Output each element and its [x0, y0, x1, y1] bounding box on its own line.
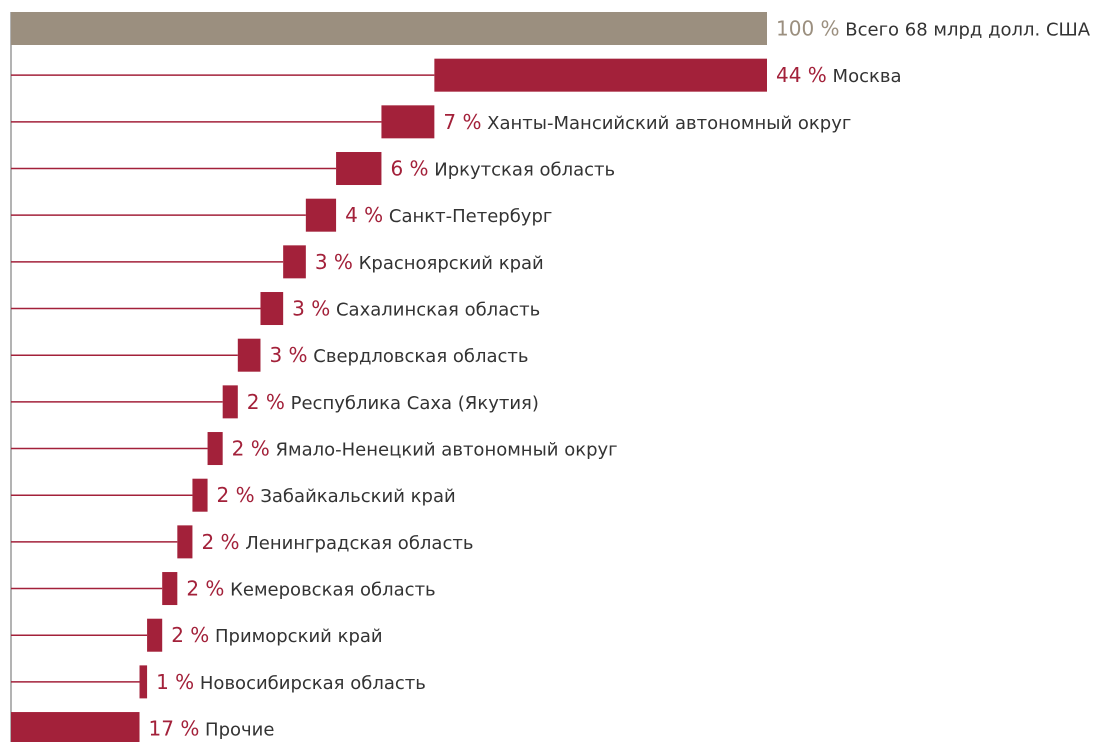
- bar: [381, 105, 435, 139]
- bar-label: 4 % Санкт-Петербург: [345, 203, 552, 227]
- bar: [11, 712, 140, 742]
- total-label: 100 % Всего 68 млрд долл. США: [776, 17, 1091, 41]
- bar-label: 2 % Забайкальский край: [217, 483, 456, 507]
- labels-layer: 100 % Всего 68 млрд долл. США 44 % Москва…: [149, 17, 1091, 741]
- bar-category-label: Сахалинская область: [330, 300, 540, 321]
- bar: [162, 572, 178, 606]
- bar: [336, 152, 382, 186]
- bar: [147, 618, 163, 652]
- bar: [237, 338, 261, 372]
- bar-category-label: Приморский край: [209, 626, 382, 647]
- total-value-label: 100 %: [776, 17, 840, 41]
- bar-category-label: Иркутская область: [429, 160, 616, 181]
- bar-label: 44 % Москва: [776, 63, 901, 87]
- bar: [139, 665, 148, 699]
- bar-category-label: Новосибирская область: [194, 673, 426, 694]
- bar-value-label: 2 %: [247, 390, 285, 414]
- bar-label: 2 % Ямало-Ненецкий автономный округ: [232, 437, 618, 461]
- bar-category-label: Санкт-Петербург: [383, 206, 552, 227]
- bar-value-label: 7 %: [443, 110, 481, 134]
- bar-label: 1 % Новосибирская область: [156, 670, 426, 694]
- bar: [177, 525, 193, 559]
- bar-label: 17 % Прочие: [149, 717, 275, 741]
- bar-value-label: 2 %: [186, 577, 224, 601]
- bar-category-label: Ленинградская область: [240, 533, 474, 554]
- bar: [434, 58, 767, 92]
- bar-value-label: 2 %: [171, 623, 209, 647]
- bar-value-label: 2 %: [232, 437, 270, 461]
- total-category-label: Всего 68 млрд долл. США: [840, 20, 1091, 41]
- bar-label: 3 % Красноярский край: [315, 250, 544, 274]
- bar: [222, 385, 238, 419]
- bar-category-label: Забайкальский край: [255, 486, 456, 507]
- bar-value-label: 4 %: [345, 203, 383, 227]
- bar-label: 2 % Ленинградская область: [201, 530, 473, 554]
- bar-category-label: Ханты-Мансийский автономный округ: [481, 113, 851, 134]
- bar-category-label: Республика Саха (Якутия): [285, 393, 539, 414]
- bar-value-label: 3 %: [292, 297, 330, 321]
- bar: [305, 198, 337, 232]
- bar-label: 3 % Свердловская область: [269, 343, 528, 367]
- total-bar: [11, 12, 767, 45]
- bar-label: 7 % Ханты-Мансийский автономный округ: [443, 110, 851, 134]
- bar-value-label: 44 %: [776, 63, 827, 87]
- bar-value-label: 6 %: [390, 157, 428, 181]
- bar-label: 2 % Кемеровская область: [186, 577, 435, 601]
- bar: [192, 478, 208, 512]
- bar-value-label: 2 %: [217, 483, 255, 507]
- bar-category-label: Свердловская область: [308, 346, 529, 367]
- bar-value-label: 3 %: [315, 250, 353, 274]
- bars-layer: [11, 12, 767, 742]
- bar: [207, 432, 223, 466]
- bar-value-label: 1 %: [156, 670, 194, 694]
- bar-value-label: 2 %: [201, 530, 239, 554]
- bar-value-label: 17 %: [149, 717, 200, 741]
- bar-value-label: 3 %: [269, 343, 307, 367]
- bar-label: 6 % Иркутская область: [390, 157, 615, 181]
- bar-category-label: Москва: [827, 66, 902, 87]
- bar-category-label: Прочие: [199, 720, 274, 741]
- bar-label: 3 % Сахалинская область: [292, 297, 540, 321]
- bar: [260, 292, 284, 326]
- bar-label: 2 % Приморский край: [171, 623, 382, 647]
- bar-category-label: Ямало-Ненецкий автономный округ: [270, 440, 618, 461]
- bar: [283, 245, 306, 279]
- bar-category-label: Кемеровская область: [224, 580, 435, 601]
- bar-label: 2 % Республика Саха (Якутия): [247, 390, 539, 414]
- bar-category-label: Красноярский край: [353, 253, 544, 274]
